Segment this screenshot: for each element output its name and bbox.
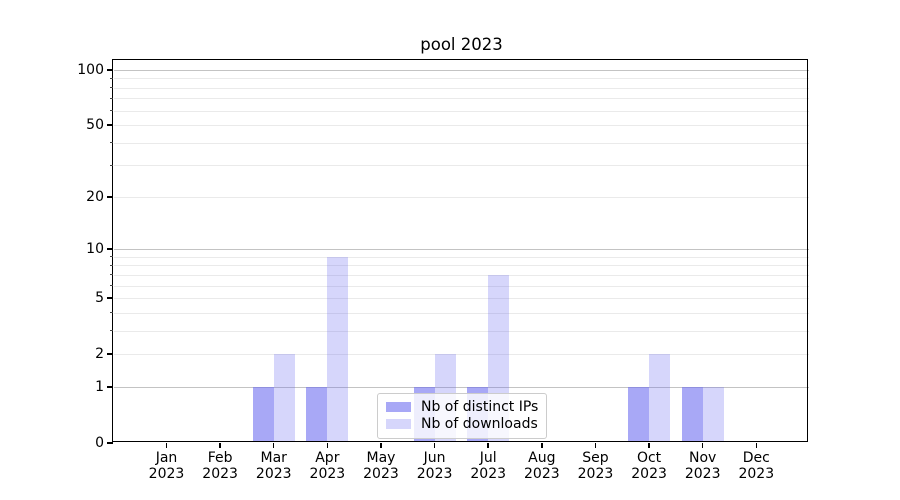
x-tick-oct-2023 <box>648 443 650 448</box>
x-tick-label-apr-2023: Apr 2023 <box>309 450 346 482</box>
legend-swatch-downloads-icon <box>386 419 411 429</box>
y-minor-tick-30 <box>110 164 113 166</box>
y-tick-label-2: 2 <box>95 346 104 363</box>
y-minor-tick-4 <box>110 312 113 314</box>
legend-swatch-distinct-ips-icon <box>386 402 411 412</box>
gridline-minor-70 <box>114 98 809 100</box>
y-minor-tick-3 <box>110 330 113 332</box>
legend-label-downloads: Nb of downloads <box>421 416 538 432</box>
bar-nb-of-downloads-mar-2023 <box>273 354 295 442</box>
y-tick-50 <box>107 124 113 126</box>
x-tick-label-may-2023: May 2023 <box>363 450 399 482</box>
x-tick-feb-2023 <box>219 443 221 448</box>
y-minor-tick-9 <box>110 256 113 258</box>
x-tick-label-dec-2023: Dec 2023 <box>738 450 775 482</box>
y-minor-tick-40 <box>110 142 113 144</box>
bar-nb-of-downloads-nov-2023 <box>702 386 724 442</box>
y-minor-tick-90 <box>110 77 113 79</box>
bar-nb-of-distinct-ips-mar-2023 <box>252 386 274 442</box>
y-tick-20 <box>107 196 113 198</box>
gridline-minor-60 <box>114 110 809 112</box>
bar-nb-of-distinct-ips-apr-2023 <box>306 386 328 442</box>
x-tick-nov-2023 <box>701 443 704 448</box>
y-tick-10 <box>107 248 113 250</box>
gridline-minor-30 <box>114 165 809 167</box>
chart-title: pool 2023 <box>420 35 503 54</box>
x-tick-label-aug-2023: Aug 2023 <box>524 450 560 482</box>
y-minor-tick-70 <box>110 97 113 99</box>
gridline-minor-7 <box>114 274 809 276</box>
y-tick-5 <box>107 297 113 299</box>
bar-nb-of-downloads-apr-2023 <box>327 256 349 442</box>
x-tick-label-jul-2023: Jul 2023 <box>470 450 507 482</box>
x-tick-may-2023 <box>380 443 382 448</box>
y-tick-1 <box>107 386 113 388</box>
x-tick-label-jun-2023: Jun 2023 <box>416 450 453 482</box>
gridline-minor-80 <box>114 87 809 89</box>
gridline-minor-9 <box>114 256 809 258</box>
y-minor-tick-6 <box>110 285 113 287</box>
bar-nb-of-downloads-oct-2023 <box>649 354 671 442</box>
x-tick-label-jan-2023: Jan 2023 <box>148 450 185 482</box>
gridline-minor-5 <box>114 298 809 300</box>
x-tick-mar-2023 <box>272 443 275 448</box>
gridline-minor-2 <box>114 354 809 356</box>
gridline-major-100 <box>114 69 809 71</box>
x-tick-sep-2023 <box>594 443 597 448</box>
legend-entry-downloads: Nb of downloads <box>386 416 538 432</box>
y-tick-label-100: 100 <box>77 61 104 78</box>
y-minor-tick-7 <box>110 274 113 276</box>
y-tick-label-10: 10 <box>86 241 104 258</box>
legend: Nb of distinct IPs Nb of downloads <box>377 393 547 439</box>
x-tick-jul-2023 <box>487 443 489 448</box>
x-tick-label-mar-2023: Mar 2023 <box>255 450 292 482</box>
gridline-minor-20 <box>114 196 809 198</box>
gridline-minor-40 <box>114 142 809 144</box>
plot-border <box>112 59 808 442</box>
y-tick-label-0: 0 <box>95 435 104 451</box>
gridline-minor-50 <box>114 125 809 127</box>
gridline-minor-3 <box>114 330 809 332</box>
x-tick-jan-2023 <box>165 443 168 448</box>
bar-nb-of-distinct-ips-oct-2023 <box>628 386 650 442</box>
x-tick-apr-2023 <box>326 443 329 448</box>
y-tick-label-50: 50 <box>86 117 104 134</box>
gridline-major-1 <box>114 386 809 388</box>
gridline-minor-6 <box>114 285 809 287</box>
y-minor-tick-8 <box>110 264 113 266</box>
x-tick-label-feb-2023: Feb 2023 <box>202 450 238 482</box>
legend-entry-distinct-ips: Nb of distinct IPs <box>386 399 538 415</box>
x-tick-label-nov-2023: Nov 2023 <box>684 450 721 482</box>
y-tick-0 <box>107 442 113 444</box>
y-minor-tick-60 <box>110 110 113 112</box>
bar-nb-of-distinct-ips-nov-2023 <box>681 386 703 442</box>
y-tick-100 <box>107 69 113 71</box>
y-tick-label-5: 5 <box>95 290 104 307</box>
y-tick-2 <box>107 353 113 355</box>
x-tick-label-sep-2023: Sep 2023 <box>577 450 614 482</box>
gridline-major-10 <box>114 249 809 251</box>
y-tick-label-20: 20 <box>86 188 104 205</box>
gridline-minor-8 <box>114 265 809 267</box>
x-tick-dec-2023 <box>755 443 758 448</box>
gridline-minor-90 <box>114 78 809 80</box>
y-minor-tick-80 <box>110 87 113 89</box>
gridline-minor-4 <box>114 312 809 314</box>
x-tick-jun-2023 <box>433 443 436 448</box>
x-tick-label-oct-2023: Oct 2023 <box>631 450 667 482</box>
legend-label-distinct-ips: Nb of distinct IPs <box>421 399 539 415</box>
y-tick-label-1: 1 <box>95 378 104 395</box>
x-tick-aug-2023 <box>541 443 543 448</box>
